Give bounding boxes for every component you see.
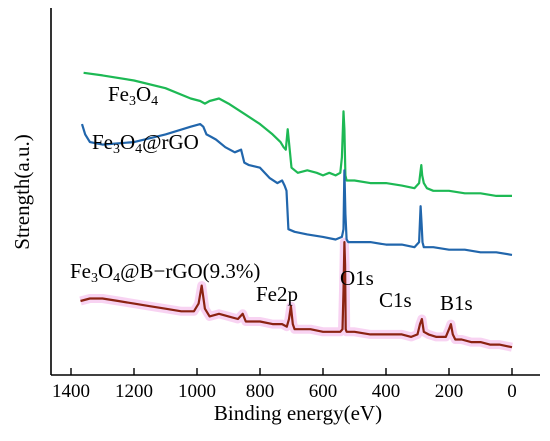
x-tick-label: 400 [372, 381, 401, 402]
annotation-b1s: B1s [440, 291, 473, 315]
y-axis-title: Strength(a.u.) [10, 134, 34, 249]
annotation-o1s: O1s [340, 266, 374, 290]
x-tick-label: 1000 [178, 381, 216, 402]
annotation-c1s: C1s [379, 288, 412, 312]
x-tick-label: 1400 [52, 381, 90, 402]
x-tick-label: 1200 [115, 381, 153, 402]
series-line-fe3o4 [83, 71, 512, 197]
x-axis-title: Binding energy(eV) [214, 401, 382, 425]
series-line-fe3o4_rgo [80, 122, 513, 256]
x-axis-ticks: 1400 1200 1000 800 600 400 200 0 [52, 368, 517, 402]
series-layer [80, 71, 513, 349]
x-tick-label: 600 [309, 381, 338, 402]
series-label-fe3o4-rgo: Fe3O4@rGO [92, 130, 199, 157]
series-label-fe3o4-b-rgo: Fe3O4@B−rGO(9.3%) [70, 259, 260, 286]
x-tick-label: 800 [246, 381, 275, 402]
x-tick-label: 200 [435, 381, 464, 402]
series-label-fe3o4: Fe3O4 [108, 82, 158, 109]
annotation-fe2p: Fe2p [256, 282, 298, 306]
x-tick-label: 0 [507, 381, 517, 402]
series-line-fe3o4_b_rgo [80, 241, 513, 349]
